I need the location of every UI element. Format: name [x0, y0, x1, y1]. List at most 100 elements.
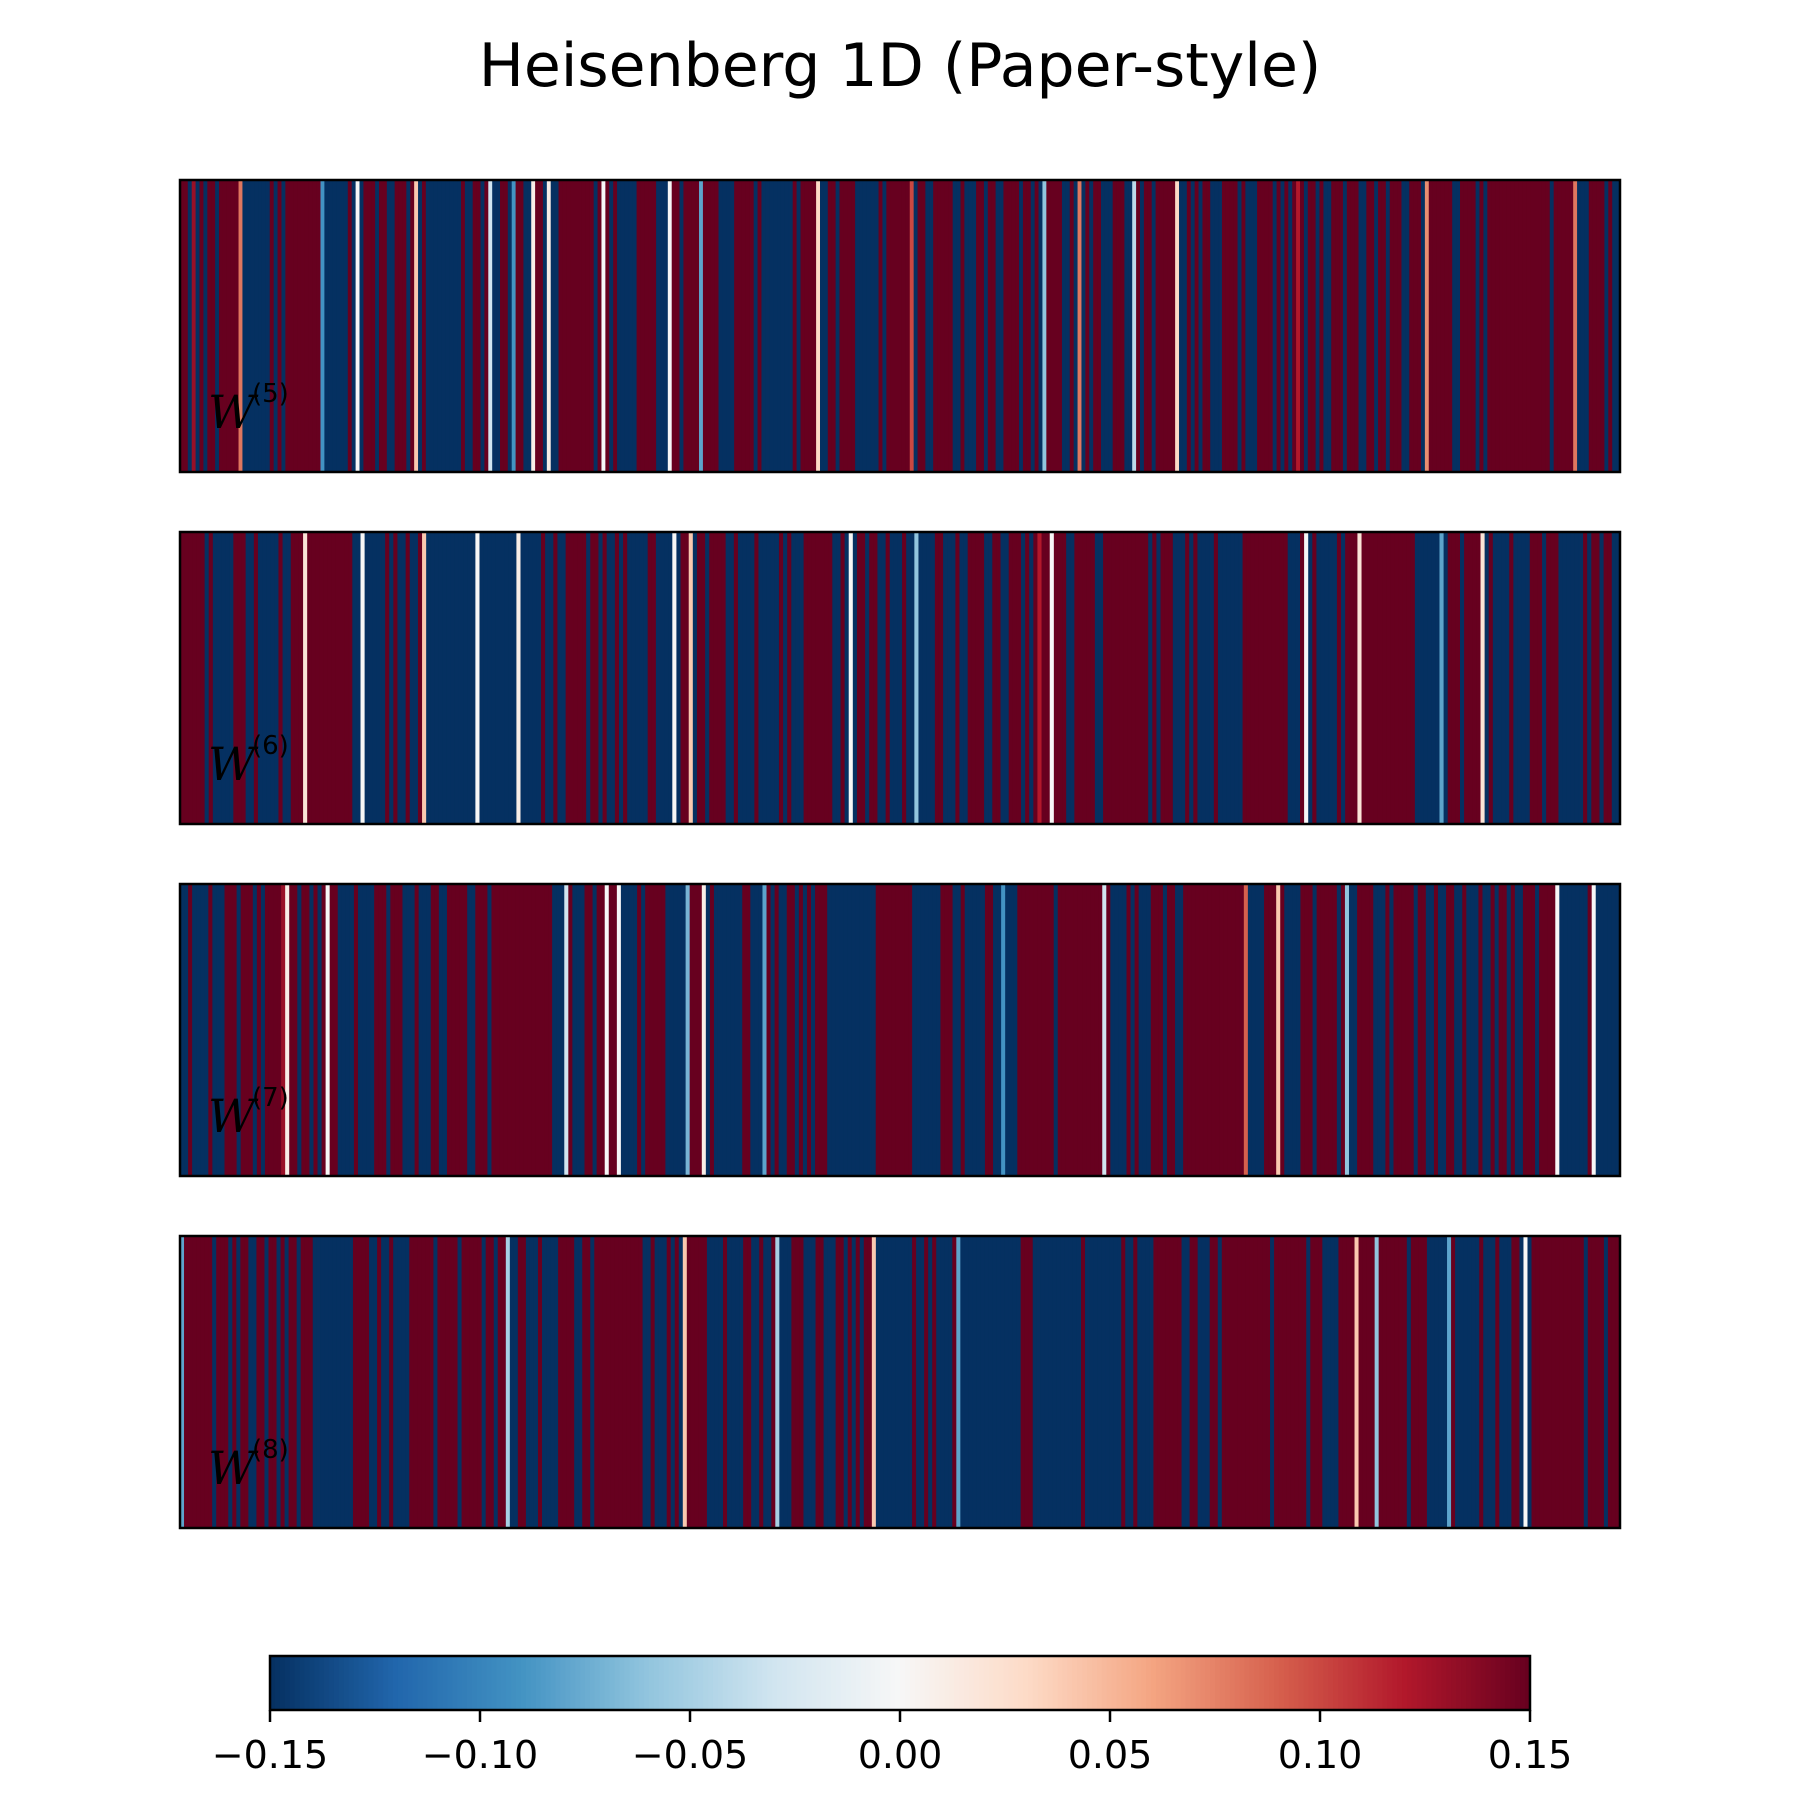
- colorbar-segment: [693, 1656, 699, 1710]
- heatmap-cell: [1611, 1236, 1617, 1528]
- colorbar-segment: [1515, 1656, 1521, 1710]
- heatmap-cell: [1140, 532, 1145, 824]
- colorbar-segment: [274, 1656, 281, 1710]
- colorbar-segment: [580, 1656, 586, 1710]
- colorbar-segment: [1180, 1656, 1187, 1710]
- heatmap-cell: [550, 180, 556, 472]
- heatmap-cell: [1183, 884, 1188, 1176]
- colorbar-segment: [703, 1656, 709, 1710]
- heatmap-cell: [819, 884, 824, 1176]
- heatmap-cell: [964, 180, 969, 472]
- heatmap-cell: [803, 532, 809, 824]
- heatmap-cell: [940, 884, 946, 1176]
- heatmap-cell: [1173, 1236, 1179, 1528]
- heatmap-cell: [1082, 532, 1088, 824]
- heatmap-cell: [1201, 532, 1207, 824]
- heatmap-cell: [664, 532, 669, 824]
- heatmap-cell: [273, 180, 279, 472]
- heatmap-cell: [562, 180, 567, 472]
- heatmap-cell: [746, 884, 751, 1176]
- heatmap-cell: [1573, 180, 1578, 472]
- heatmap-cell: [1214, 180, 1219, 472]
- heatmap-cell: [254, 180, 259, 472]
- heatmap-cell: [1588, 180, 1594, 472]
- heatmap-cell: [680, 532, 686, 824]
- heatmap-cell: [329, 884, 335, 1176]
- heatmap-cell: [746, 532, 751, 824]
- heatmap-cell: [253, 532, 259, 824]
- heatmap-cell: [1074, 532, 1080, 824]
- heatmap-cell: [1076, 1236, 1082, 1528]
- colorbar-segment: [983, 1656, 990, 1710]
- heatmap-cell: [561, 532, 567, 824]
- heatmap-cell: [771, 1236, 776, 1528]
- heatmap-cell: [300, 1236, 306, 1528]
- heatmap-cell: [909, 180, 915, 472]
- heatmap-cell: [690, 1236, 696, 1528]
- heatmap-cell: [222, 180, 228, 472]
- heatmap-cell: [596, 884, 602, 1176]
- heatmap-cell: [208, 1236, 213, 1528]
- heatmap-cell: [673, 884, 679, 1176]
- heatmap-cell: [1474, 884, 1480, 1176]
- heatmap-cell: [870, 180, 876, 472]
- heatmap-cell: [366, 884, 371, 1176]
- heatmap-cell: [806, 884, 812, 1176]
- heatmap-cell: [1104, 180, 1110, 472]
- heatmap-cell: [831, 884, 836, 1176]
- colorbar-segment: [294, 1656, 301, 1710]
- heatmap-cell: [527, 180, 532, 472]
- heatmap-cell: [1472, 532, 1478, 824]
- heatmap-cell: [688, 532, 694, 824]
- colorbar-segment: [978, 1656, 985, 1710]
- heatmap-cell: [236, 884, 242, 1176]
- heatmap-cell: [737, 532, 743, 824]
- heatmap-cell: [422, 532, 427, 824]
- heatmap-cell: [1370, 180, 1375, 472]
- heatmap-cell: [832, 532, 838, 824]
- heatmap-cell: [1331, 180, 1336, 472]
- heatmap-cell: [1526, 884, 1532, 1176]
- heatmap-cell: [460, 180, 466, 472]
- heatmap-cell: [1615, 884, 1621, 1176]
- colorbar-segment: [850, 1656, 857, 1710]
- heatmap-cell: [381, 532, 386, 824]
- heatmap-cell: [1518, 180, 1524, 472]
- heatmap-cell: [1110, 884, 1115, 1176]
- heatmap-cell: [1353, 532, 1359, 824]
- heatmap-cell: [713, 532, 719, 824]
- heatmap-cell: [999, 180, 1005, 472]
- heatmap-cell: [1466, 884, 1471, 1176]
- heatmap-cell: [713, 884, 719, 1176]
- heatmap-cell: [963, 532, 969, 824]
- heatmap-cell: [1464, 532, 1469, 824]
- heatmap-cell: [1193, 1236, 1199, 1528]
- heatmap-cell: [1134, 884, 1140, 1176]
- heatmap-cell: [839, 884, 844, 1176]
- heatmap-cell: [517, 1236, 523, 1528]
- heatmap-cell: [645, 884, 650, 1176]
- heatmap-cell: [874, 180, 880, 472]
- heatmap-cell: [851, 1236, 857, 1528]
- heatmap-cell: [1086, 532, 1092, 824]
- heatmap-cell: [487, 532, 493, 824]
- heatmap-cell: [1361, 884, 1366, 1176]
- heatmap-cell: [277, 884, 282, 1176]
- heatmap-cell: [1350, 180, 1356, 472]
- heatmap-cell: [308, 180, 314, 472]
- colorbar-tick-label: −0.15: [212, 1733, 328, 1777]
- colorbar-segment: [811, 1656, 817, 1710]
- heatmap-cell: [1316, 532, 1322, 824]
- heatmap-cell: [968, 180, 973, 472]
- heatmap-cell: [1418, 532, 1424, 824]
- heatmap-cell: [1510, 884, 1516, 1176]
- heatmap-cell: [489, 1236, 495, 1528]
- heatmap-cell: [1070, 532, 1075, 824]
- heatmap-cell: [900, 1236, 905, 1528]
- heatmap-cell: [1098, 884, 1103, 1176]
- heatmap-cell: [1069, 884, 1075, 1176]
- heatmap-cell: [270, 532, 275, 824]
- heatmap-cell: [1413, 180, 1418, 472]
- colorbar-segment: [939, 1656, 945, 1710]
- heatmap-cell: [574, 180, 579, 472]
